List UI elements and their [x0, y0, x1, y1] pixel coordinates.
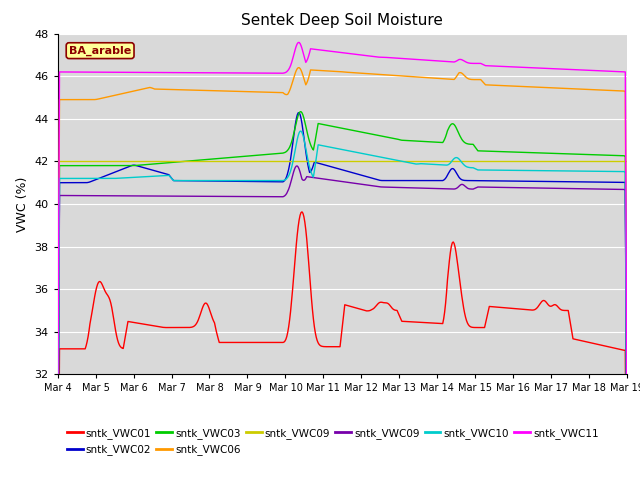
Text: BA_arable: BA_arable — [69, 46, 131, 56]
Title: Sentek Deep Soil Moisture: Sentek Deep Soil Moisture — [241, 13, 444, 28]
Y-axis label: VWC (%): VWC (%) — [16, 176, 29, 232]
Legend: sntk_VWC01, sntk_VWC02, sntk_VWC03, sntk_VWC06, sntk_VWC09, sntk_VWC09, sntk_VWC: sntk_VWC01, sntk_VWC02, sntk_VWC03, sntk… — [63, 424, 603, 459]
